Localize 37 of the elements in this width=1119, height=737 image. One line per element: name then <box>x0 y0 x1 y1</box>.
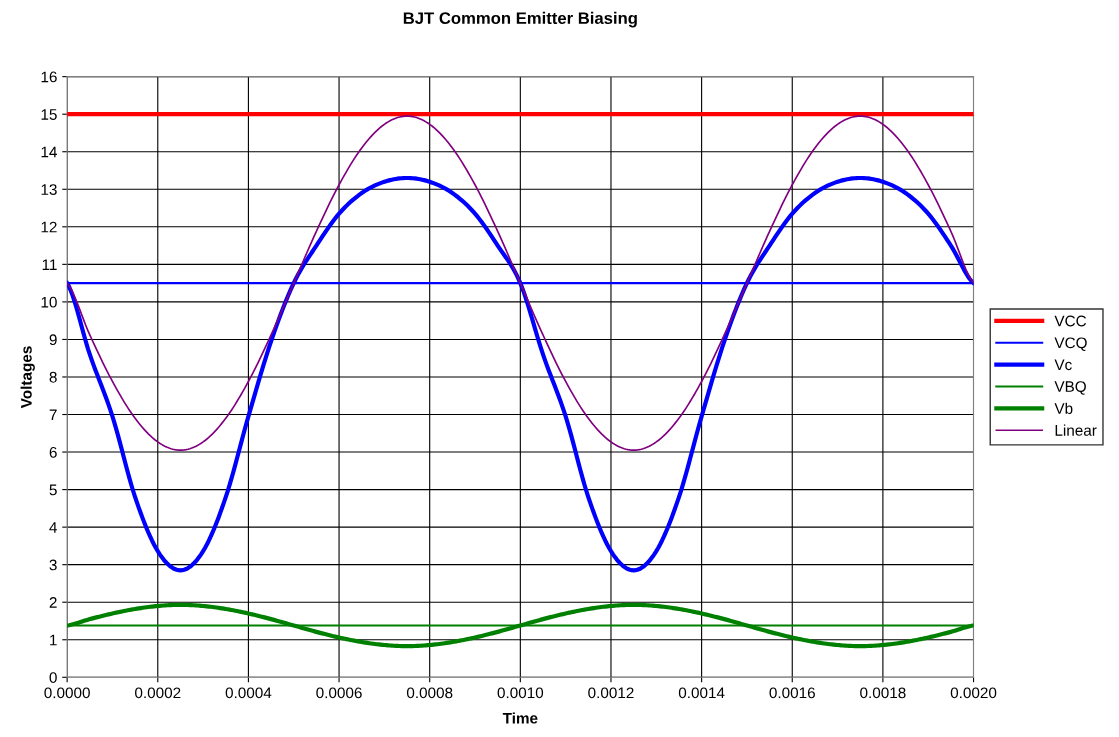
y-tick-label: 8 <box>49 371 57 383</box>
y-tick-label: 5 <box>49 484 57 496</box>
legend-label: VCC <box>1054 315 1087 327</box>
chart-title: BJT Common Emitter Biasing <box>403 11 637 28</box>
x-tick-label: 0.0012 <box>588 687 634 699</box>
legend-label: Vb <box>1054 402 1073 414</box>
y-axis-title: Voltages <box>20 346 35 409</box>
x-tick-label: 0.0010 <box>497 687 544 699</box>
y-tick-label: 2 <box>49 597 57 608</box>
x-tick-label: 0.0002 <box>135 687 181 699</box>
y-tick-label: 12 <box>41 221 57 233</box>
y-tick-label: 6 <box>49 446 57 458</box>
x-tick-label: 0.0006 <box>316 687 362 699</box>
x-tick-label: 0.0000 <box>44 687 90 699</box>
y-tick-label: 4 <box>49 522 57 533</box>
x-tick-label: 0.0008 <box>406 687 453 699</box>
legend-label: Linear <box>1055 424 1097 436</box>
x-tick-label: 0.0014 <box>678 687 725 699</box>
y-tick-label: 15 <box>41 109 57 120</box>
x-tick-label: 0.0004 <box>225 687 272 699</box>
y-tick-label: 0 <box>49 672 57 683</box>
x-tick-label: 0.0016 <box>769 687 815 699</box>
y-tick-label: 10 <box>41 296 57 308</box>
x-tick-label: 0.0020 <box>950 687 997 699</box>
x-axis-title: Time <box>502 712 538 724</box>
y-tick-label: 14 <box>41 146 57 158</box>
y-tick-label: 16 <box>41 71 57 83</box>
legend-label: Vc <box>1054 359 1072 371</box>
y-tick-label: 3 <box>49 559 57 571</box>
legend-label: VCQ <box>1054 337 1087 351</box>
x-tick-label: 0.0018 <box>860 687 906 699</box>
y-tick-label: 7 <box>49 409 57 421</box>
legend-label: VBQ <box>1054 381 1086 395</box>
y-tick-label: 9 <box>49 334 57 346</box>
y-tick-label: 11 <box>42 259 57 270</box>
y-tick-label: 13 <box>41 184 57 195</box>
y-tick-label: 1 <box>50 634 57 646</box>
